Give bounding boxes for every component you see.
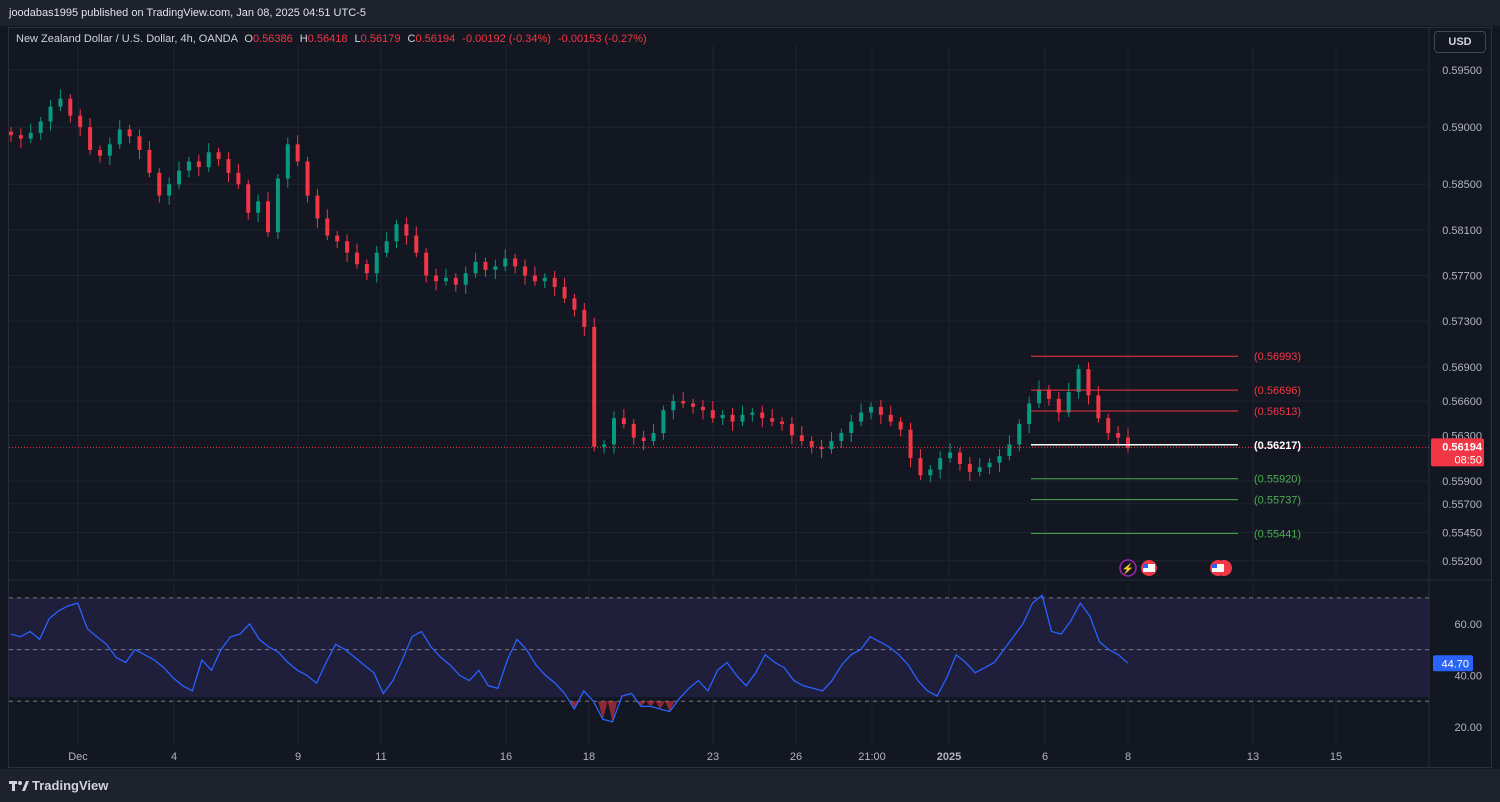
low-label: L (354, 33, 361, 45)
change-value-2: -0.00153 (-0.27%) (558, 33, 647, 45)
open-value: 0.56386 (252, 33, 293, 45)
close-label: C (407, 33, 416, 45)
symbol-legend: New Zealand Dollar / U.S. Dollar, 4h, OA… (16, 33, 647, 45)
high-label: H (299, 33, 308, 45)
open-label: O (244, 33, 253, 45)
symbol-name[interactable]: New Zealand Dollar / U.S. Dollar, 4h, OA… (16, 33, 238, 45)
change-value: -0.00192 (-0.34%) (462, 33, 551, 45)
tradingview-logo-icon[interactable] (9, 780, 29, 792)
low-value: 0.56179 (360, 33, 401, 45)
publisher-line: joodabas1995 published on TradingView.co… (9, 7, 366, 19)
footer-bar (0, 769, 1500, 802)
high-value: 0.56418 (307, 33, 348, 45)
currency-button[interactable]: USD (1434, 31, 1486, 53)
close-value: 0.56194 (415, 33, 456, 45)
top-bar (0, 0, 1500, 26)
tradingview-brand[interactable]: TradingView (32, 778, 109, 793)
chart-panel[interactable] (8, 27, 1492, 768)
